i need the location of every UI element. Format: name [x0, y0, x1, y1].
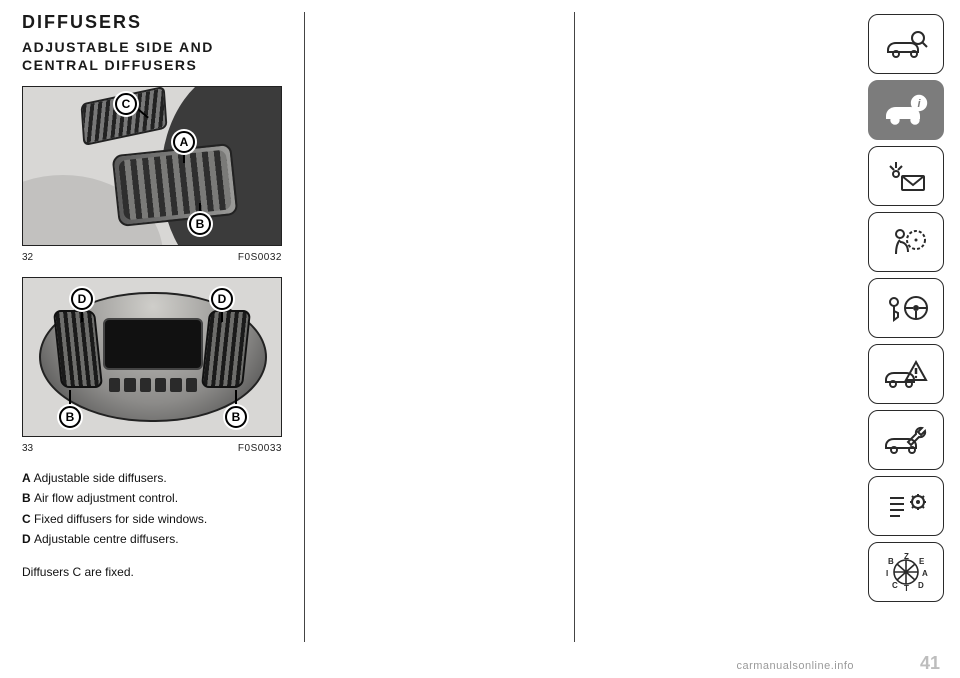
tab-lights-mail[interactable] [868, 146, 944, 206]
svg-text:D: D [918, 581, 924, 590]
figure-caption-1: 32 F0S0032 [22, 252, 282, 263]
note: Diffusers C are fixed. [22, 562, 288, 582]
legend-b: Air flow adjustment control. [34, 491, 178, 505]
column-divider [574, 12, 575, 642]
section-tab-strip: i [868, 14, 944, 602]
figure-code: F0S0033 [238, 443, 282, 454]
legend-a: Adjustable side diffusers. [34, 471, 167, 485]
tab-car-info[interactable]: i [868, 80, 944, 140]
svg-text:C: C [892, 581, 898, 590]
section-subtitle: ADJUSTABLE SIDE AND CENTRAL DIFFUSERS [22, 39, 288, 74]
footer-watermark: carmanualsonline.info [736, 660, 854, 672]
callout-B: B [189, 213, 211, 235]
svg-text:I: I [886, 569, 888, 578]
figure-side-diffuser: C A B [22, 86, 282, 246]
svg-text:B: B [888, 557, 894, 566]
callout-A: A [173, 131, 195, 153]
content-column: DIFFUSERS ADJUSTABLE SIDE AND CENTRAL DI… [22, 12, 288, 582]
page-number: 41 [920, 653, 940, 674]
callout-D: D [211, 288, 233, 310]
callout-B: B [225, 406, 247, 428]
figure-code: F0S0032 [238, 252, 282, 263]
callout-B: B [59, 406, 81, 428]
figure-centre-diffuser: D D B B [22, 277, 282, 437]
tab-car-service[interactable] [868, 410, 944, 470]
tab-car-search[interactable] [868, 14, 944, 74]
column-divider [304, 12, 305, 642]
legend-d: Adjustable centre diffusers. [34, 532, 179, 546]
tab-index[interactable]: Z EA D TC IB [868, 542, 944, 602]
tab-list-settings[interactable] [868, 476, 944, 536]
legend: A Adjustable side diffusers. B Air flow … [22, 468, 288, 582]
svg-text:T: T [904, 584, 909, 592]
page-title: DIFFUSERS [22, 12, 288, 33]
tab-car-warning[interactable] [868, 344, 944, 404]
figure-number: 32 [22, 252, 33, 263]
tab-airbag[interactable] [868, 212, 944, 272]
svg-text:E: E [919, 557, 925, 566]
callout-D: D [71, 288, 93, 310]
legend-c: Fixed diffusers for side windows. [34, 512, 207, 526]
figure-number: 33 [22, 443, 33, 454]
tab-key-wheel[interactable] [868, 278, 944, 338]
svg-text:Z: Z [904, 552, 909, 561]
figure-caption-2: 33 F0S0033 [22, 443, 282, 454]
svg-text:A: A [922, 569, 928, 578]
callout-C: C [115, 93, 137, 115]
